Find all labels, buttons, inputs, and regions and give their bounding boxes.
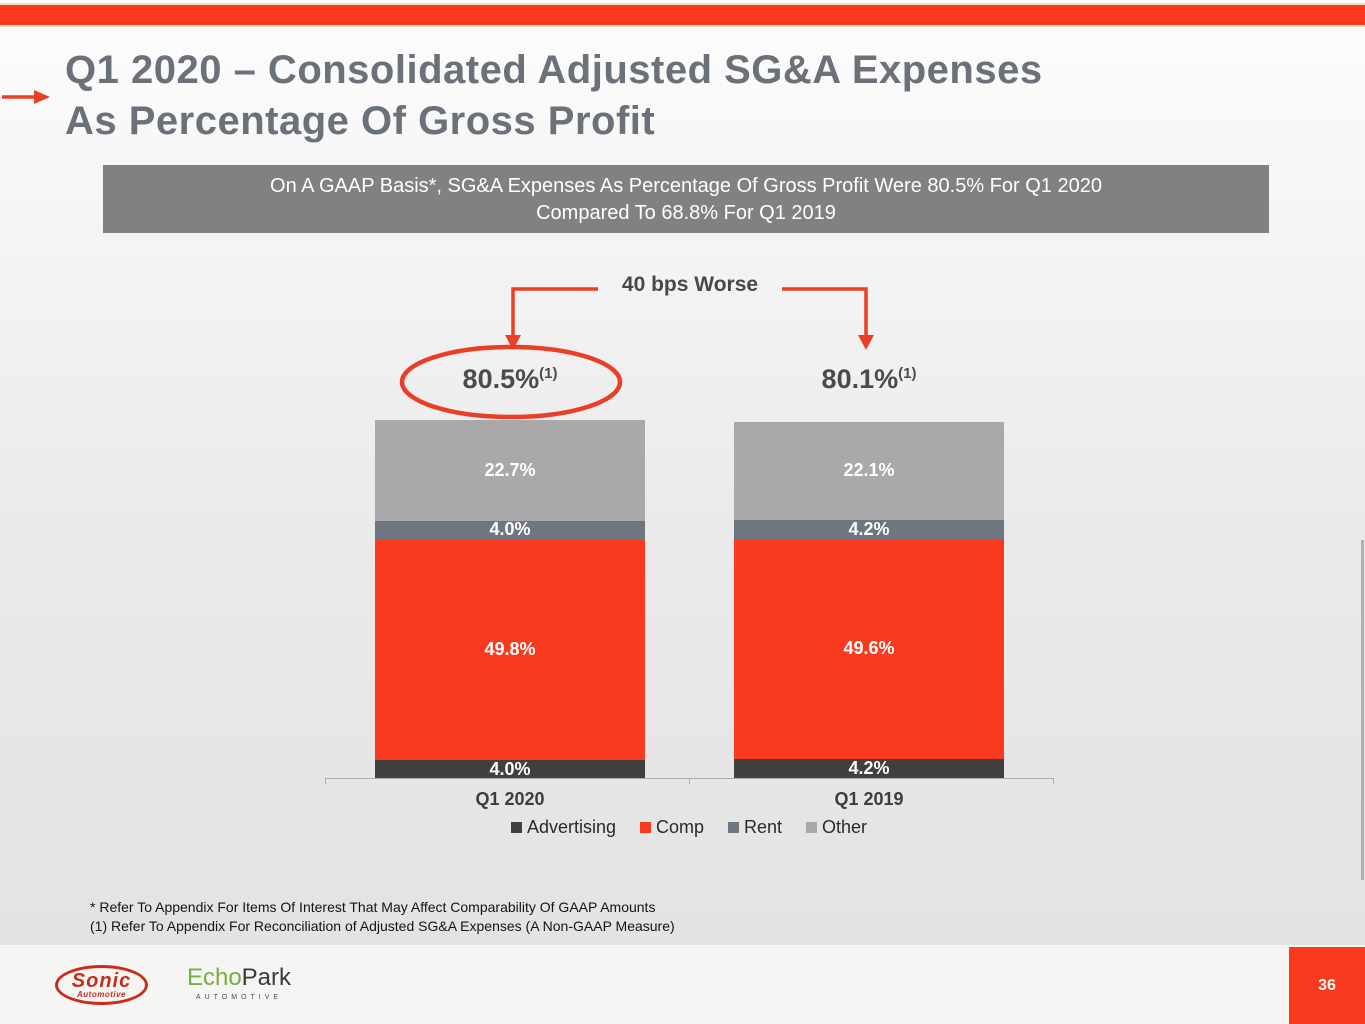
x-axis-tick [325,778,326,784]
total-superscript: (1) [898,365,917,382]
right-bracket-arrowhead [858,335,874,350]
echopark-logo-park: Park [241,964,292,991]
legend-swatch-comp [639,822,651,833]
segment-label-comp: 49.8% [484,638,536,659]
x-axis-tick [1053,778,1054,784]
echopark-logo-echo: Echo [186,964,242,991]
footer-bar: Sonic Automotive EchoPark AUTOMOTIVE [0,945,1365,1024]
banner-line1: On A GAAP Basis*, SG&A Expenses As Perce… [270,175,1102,197]
echopark-logo-name: EchoPark [184,965,294,991]
category-label-q1-2019: Q1 2019 [834,789,904,809]
segment-advertising: 4.0% [375,758,645,779]
sonic-logo-name: Sonic [71,969,132,992]
footnotes: * Refer To Appendix For Items Of Interes… [90,898,675,936]
segment-label-comp: 49.6% [843,638,895,659]
sonic-automotive-logo: Sonic Automotive [55,965,148,1005]
segment-other: 22.7% [375,419,645,521]
legend-label-advertising: Advertising [526,817,616,837]
segment-rent: 4.2% [734,518,1004,539]
x-axis-line [325,778,1053,779]
footnote-1: (1) Refer To Appendix For Reconciliation… [90,918,675,934]
legend-label-rent: Rent [744,817,783,837]
legend-item-advertising: Advertising [510,817,616,838]
page-title-line1: Q1 2020 – Consolidated Adjusted SG&A Exp… [65,48,1043,92]
page-number-badge: 36 [1289,947,1365,1024]
segment-label-rent: 4.2% [848,518,890,539]
chart-legend: Advertising Comp Rent Other [325,817,1053,838]
segment-comp: 49.6% [734,538,1004,760]
right-edge-strip [1361,540,1364,880]
segment-label-other: 22.7% [484,459,536,480]
legend-label-other: Other [822,817,868,837]
legend-swatch-advertising [510,822,522,833]
page-title-line2: As Percentage Of Gross Profit [65,99,656,143]
echopark-automotive-logo: EchoPark AUTOMOTIVE [184,965,294,1002]
top-accent-band [0,3,1365,27]
footnote-asterisk: * Refer To Appendix For Items Of Interes… [90,899,656,915]
banner-line2: Compared To 68.8% For Q1 2019 [536,202,836,224]
segment-label-advertising: 4.2% [848,758,890,779]
page-title: Q1 2020 – Consolidated Adjusted SG&A Exp… [65,45,1245,147]
delta-annotation: 40 bps Worse [621,273,759,296]
left-bracket-arrowhead [505,335,521,350]
sonic-logo-sub: Automotive [77,989,126,999]
bar-total-q1-2020: 80.5%(1) [462,364,558,394]
total-superscript: (1) [539,365,558,382]
segment-label-advertising: 4.0% [489,758,531,779]
top-margin [0,0,1365,3]
legend-item-rent: Rent [728,817,782,838]
legend-label-comp: Comp [655,817,704,837]
echopark-logo-sub: AUTOMOTIVE [195,994,283,1001]
bar-total-q1-2019: 80.1%(1) [821,364,917,394]
segment-advertising: 4.2% [734,758,1004,779]
key-message-banner: On A GAAP Basis*, SG&A Expenses As Perce… [103,165,1269,233]
bar-q1-2019: 4.2% 49.6% 4.2% 22.1% [734,421,1004,779]
segment-label-other: 22.1% [843,460,895,481]
segment-rent: 4.0% [375,519,645,540]
legend-item-comp: Comp [639,817,704,838]
segment-label-rent: 4.0% [489,519,531,540]
legend-swatch-rent [728,822,739,833]
segment-comp: 49.8% [375,538,645,761]
category-label-q1-2020: Q1 2020 [475,789,545,809]
legend-swatch-other [806,822,818,833]
segment-other: 22.1% [734,421,1004,520]
bar-q1-2020: 4.0% 49.8% 4.0% 22.7% [375,419,645,779]
legend-item-other: Other [806,817,867,838]
title-pointer-arrowhead [34,90,50,104]
x-axis-tick [689,778,690,784]
